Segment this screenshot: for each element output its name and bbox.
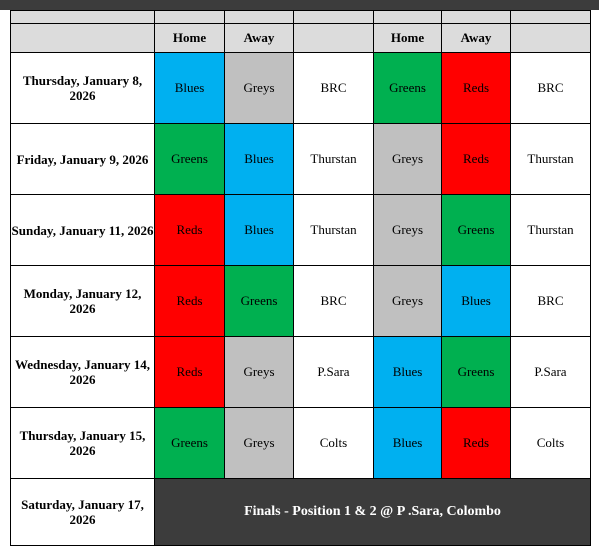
home-team-cell: Reds [154, 265, 225, 337]
venue-cell: BRC [293, 265, 374, 337]
spacer-cell [293, 10, 374, 24]
away-team-cell: Greens [441, 336, 511, 408]
venue-cell: P.Sara [510, 336, 591, 408]
home-team-cell: Greens [373, 52, 442, 124]
away-team-cell: Reds [441, 407, 511, 479]
venue-cell: Thurstan [293, 194, 374, 266]
spacer-cell [510, 10, 591, 24]
away-team-cell: Greens [224, 265, 294, 337]
venue-cell: Thurstan [510, 123, 591, 195]
header-spacer-row [10, 10, 591, 24]
venue-cell: Colts [510, 407, 591, 479]
away-team-cell: Greens [441, 194, 511, 266]
day-row: Wednesday, January 14, 2026 Reds Greys P.Sa… [10, 336, 591, 408]
day-row: Sunday, January 11, 2026 Reds Blues Thursta… [10, 194, 591, 266]
home-team-cell: Greys [373, 194, 442, 266]
away-team-cell: Reds [441, 123, 511, 195]
away-team-cell: Reds [441, 52, 511, 124]
venue-cell: BRC [510, 265, 591, 337]
day-row: Thursday, January 8, 2026 Blues Greys BRC Gr… [10, 52, 591, 124]
date-header-cell [10, 23, 155, 53]
venue-cell: Thurstan [293, 123, 374, 195]
home-header: Home [154, 23, 225, 53]
date-cell: Thursday, January 15, 2026 [10, 407, 155, 479]
venue-cell: BRC [293, 52, 374, 124]
spacer-cell [373, 10, 442, 24]
fixture-table: Home Away Home Away Thursday, January 8,… [10, 10, 591, 546]
spacer-cell [154, 10, 225, 24]
date-cell: Thursday, January 8, 2026 [10, 52, 155, 124]
away-team-cell: Greys [224, 52, 294, 124]
home-team-cell: Reds [154, 336, 225, 408]
date-cell: Wednesday, January 14, 2026 [10, 336, 155, 408]
away-team-cell: Blues [224, 194, 294, 266]
top-bar [0, 0, 599, 10]
home-team-cell: Greys [373, 265, 442, 337]
spacer-cell [224, 10, 294, 24]
away-team-cell: Greys [224, 336, 294, 408]
away-team-cell: Greys [224, 407, 294, 479]
final-cell: Finals - Position 1 & 2 @ P .Sara, Colom… [154, 478, 591, 546]
home-team-cell: Blues [373, 336, 442, 408]
venue-header-cell [510, 23, 591, 53]
venue-cell: Thurstan [510, 194, 591, 266]
day-row: Thursday, January 15, 2026 Greens Greys Col… [10, 407, 591, 479]
day-row: Monday, January 12, 2026 Reds Greens BRC Gre… [10, 265, 591, 337]
venue-cell: Colts [293, 407, 374, 479]
venue-header-cell [293, 23, 374, 53]
home-team-cell: Blues [373, 407, 442, 479]
away-team-cell: Blues [224, 123, 294, 195]
header-row: Home Away Home Away [10, 23, 591, 53]
home-team-cell: Greys [373, 123, 442, 195]
away-team-cell: Blues [441, 265, 511, 337]
final-date-cell: Saturday, January 17, 2026 [10, 478, 155, 546]
spacer-cell [10, 10, 155, 24]
home-header: Home [373, 23, 442, 53]
home-team-cell: Greens [154, 407, 225, 479]
away-header: Away [441, 23, 511, 53]
home-team-cell: Greens [154, 123, 225, 195]
date-cell: Sunday, January 11, 2026 [10, 194, 155, 266]
venue-cell: P.Sara [293, 336, 374, 408]
day-row: Friday, January 9, 2026 Greens Blues Thurst… [10, 123, 591, 195]
date-cell: Friday, January 9, 2026 [10, 123, 155, 195]
final-row: Saturday, January 17, 2026 Finals - Posit… [10, 478, 591, 546]
away-header: Away [224, 23, 294, 53]
home-team-cell: Blues [154, 52, 225, 124]
fixture-body: Home Away Home Away Thursday, January 8,… [10, 10, 591, 546]
home-team-cell: Reds [154, 194, 225, 266]
venue-cell: BRC [510, 52, 591, 124]
spacer-cell [441, 10, 511, 24]
date-cell: Monday, January 12, 2026 [10, 265, 155, 337]
